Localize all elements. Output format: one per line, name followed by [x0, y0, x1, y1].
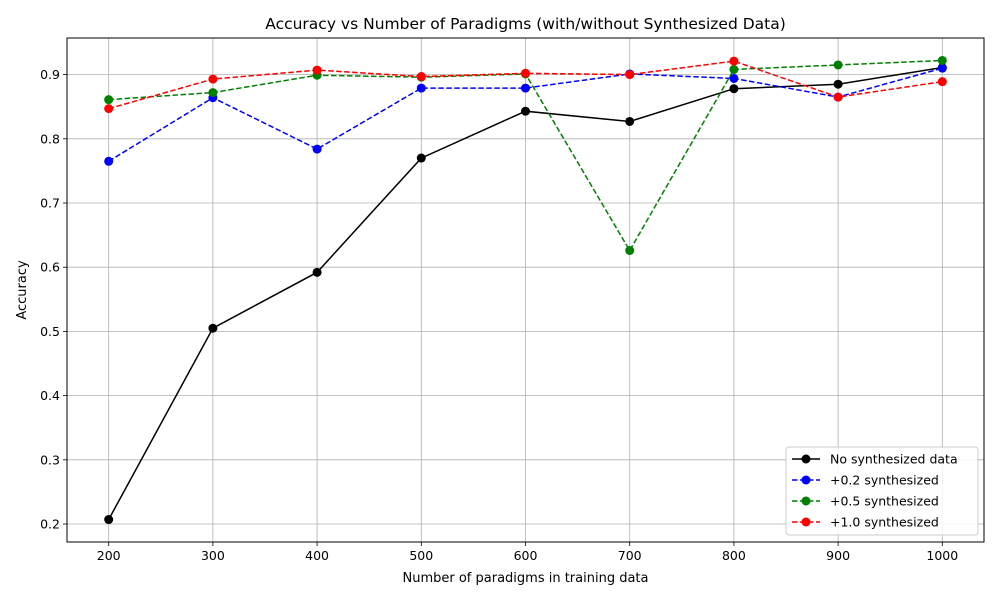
- x-tick-label: 700: [618, 548, 642, 563]
- x-tick-label: 1000: [926, 548, 958, 563]
- x-tick-label: 200: [97, 548, 121, 563]
- data-point: [729, 64, 739, 74]
- legend-marker: [801, 496, 811, 506]
- x-tick-label: 300: [201, 548, 225, 563]
- data-point: [521, 83, 530, 93]
- data-point: [208, 74, 218, 84]
- legend-label: +1.0 synthesized: [830, 515, 939, 530]
- data-point: [104, 104, 114, 114]
- x-tick-label: 600: [514, 548, 538, 563]
- y-tick-label: 0.3: [40, 452, 60, 467]
- legend-label: +0.2 synthesized: [830, 473, 939, 488]
- legend-marker: [801, 454, 811, 464]
- data-point: [833, 92, 843, 102]
- data-point: [208, 88, 218, 98]
- x-axis-label: Number of paradigms in training data: [403, 571, 649, 586]
- legend: No synthesized data +0.2 synthesized +0.5 …: [785, 446, 979, 536]
- data-point: [833, 79, 843, 89]
- series-layer: [104, 55, 947, 525]
- series-line: [108, 60, 943, 110]
- y-tick-label: 0.6: [40, 260, 60, 275]
- data-point: [729, 73, 739, 83]
- data-point: [729, 84, 739, 94]
- y-tick-label: 0.5: [40, 324, 60, 339]
- data-point: [625, 116, 635, 126]
- data-point: [937, 63, 947, 73]
- data-point: [208, 323, 218, 333]
- data-point: [937, 77, 947, 87]
- y-tick-label: 0.7: [40, 196, 60, 211]
- legend-label: +0.5 synthesized: [830, 494, 939, 509]
- series-4: [104, 56, 947, 114]
- y-tick-label: 0.2: [40, 517, 60, 532]
- data-point: [104, 95, 114, 105]
- data-point: [729, 56, 739, 66]
- legend-label: No synthesized data: [830, 452, 958, 467]
- data-point: [312, 65, 322, 75]
- data-point: [625, 246, 635, 256]
- data-point: [416, 153, 426, 163]
- data-point: [312, 267, 322, 277]
- y-axis-label: Accuracy: [15, 260, 30, 320]
- chart-title: Accuracy vs Number of Paradigms (with/wi…: [265, 15, 786, 33]
- data-point: [625, 70, 635, 80]
- legend-marker: [801, 475, 811, 485]
- legend-marker: [801, 517, 811, 527]
- series-line: [108, 67, 943, 162]
- data-point: [416, 72, 426, 82]
- data-point: [104, 515, 114, 525]
- axis-ticks: 200 300 400 500 600 700 800 900 1000 0.2 0.3 0.4 0.5…: [40, 67, 958, 563]
- data-point: [521, 68, 530, 78]
- data-point: [104, 156, 114, 166]
- legend-box: [785, 446, 979, 536]
- data-point: [416, 83, 426, 93]
- data-point: [833, 60, 843, 70]
- x-tick-label: 900: [826, 548, 850, 563]
- x-tick-label: 800: [722, 548, 746, 563]
- y-tick-label: 0.9: [40, 67, 60, 82]
- y-tick-label: 0.4: [40, 388, 60, 403]
- x-tick-label: 400: [305, 548, 329, 563]
- x-tick-label: 500: [409, 548, 433, 563]
- data-point: [937, 55, 947, 65]
- data-point: [312, 144, 322, 154]
- data-point: [521, 106, 530, 116]
- y-tick-label: 0.8: [40, 131, 60, 146]
